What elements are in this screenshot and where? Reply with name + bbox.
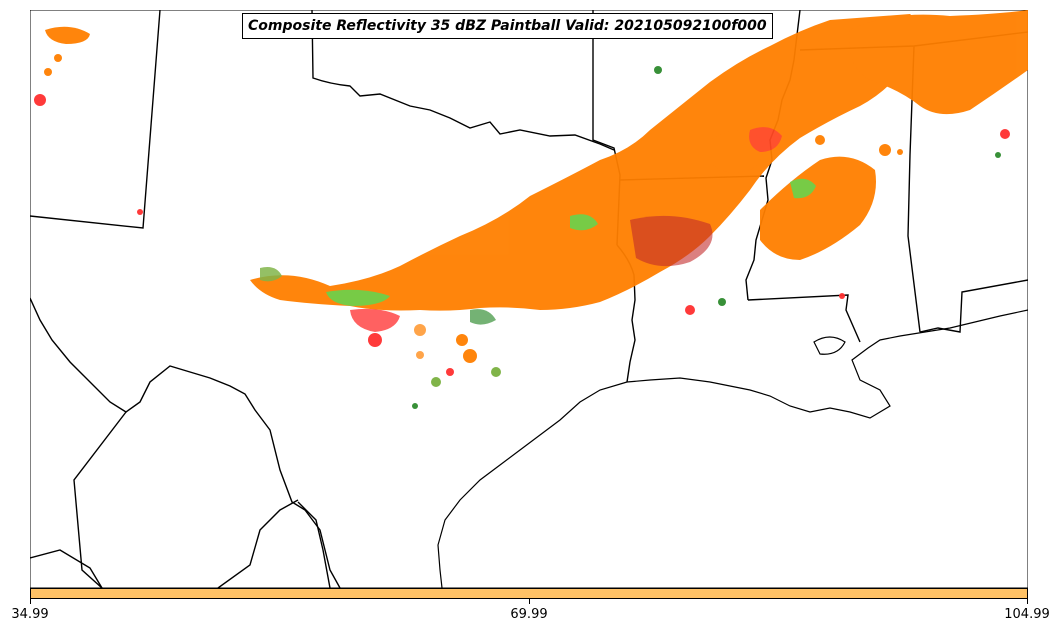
cell-2: [463, 349, 477, 363]
cell-12: [815, 135, 825, 145]
red-accent-2: [350, 308, 400, 332]
cell-14: [54, 54, 62, 62]
cell-17: [897, 149, 903, 155]
lake-pontchartrain: [813, 336, 846, 355]
colorbar-tick: [1027, 599, 1028, 604]
cell-6: [416, 351, 424, 359]
cell-5: [446, 368, 454, 376]
colorbar-tick: [30, 599, 31, 604]
cell-13: [137, 209, 143, 215]
green-accent-2: [790, 178, 816, 199]
cell-9: [685, 305, 695, 315]
rio-grande: [30, 297, 341, 588]
cell-19: [839, 293, 845, 299]
la-ms-border: [747, 294, 861, 343]
red-accent-4: [34, 94, 46, 106]
ms-storm-cell: [760, 156, 876, 260]
mx-state-line-3: [217, 499, 299, 588]
colorbar-tick-label-max: 104.99: [1004, 607, 1050, 622]
green-accent-5: [470, 309, 496, 325]
cell-7: [368, 333, 382, 347]
nw-storm-cell: [45, 26, 90, 44]
green-accent-1: [326, 289, 390, 306]
la-ms-al-coast: [626, 309, 1028, 419]
ms-al-border: [907, 45, 921, 333]
green-accent-4: [260, 267, 282, 282]
mx-state-line-4: [297, 501, 331, 588]
cell-15: [44, 68, 52, 76]
cell-3: [491, 367, 501, 377]
cell-8: [414, 324, 426, 336]
tx-coast: [437, 381, 628, 588]
cell-16: [995, 152, 1001, 158]
colorbar: [30, 588, 1028, 599]
cell-11: [879, 144, 891, 156]
nm-tx-border: [30, 10, 161, 229]
ok-tx-border: [311, 10, 615, 151]
tn-storm-cell: [849, 10, 1028, 115]
mx-state-line-1: [73, 411, 127, 588]
cell-1: [456, 334, 468, 346]
cell-10: [718, 298, 726, 306]
map-title: Composite Reflectivity 35 dBZ Paintball …: [242, 13, 773, 39]
reflectivity-map: [30, 10, 1028, 588]
red-accent-5: [1000, 129, 1010, 139]
colorbar-tick-label-min: 34.99: [11, 607, 49, 622]
cell-4: [431, 377, 441, 387]
colorbar-tick-label-mid: 69.99: [510, 607, 548, 622]
map-panel: [30, 10, 1028, 588]
gulf-coastline: [437, 309, 1028, 588]
storm-paintball-layer: [34, 10, 1028, 409]
colorbar-tick: [529, 599, 530, 604]
mx-state-line-2: [30, 549, 103, 588]
red-accent-3: [749, 127, 782, 152]
al-fl-border: [919, 279, 1028, 333]
red-accent-1: [630, 215, 713, 267]
green-accent-3: [570, 214, 598, 231]
cell-20: [412, 403, 418, 409]
main-storm-band: [250, 14, 920, 311]
cell-18: [654, 66, 662, 74]
